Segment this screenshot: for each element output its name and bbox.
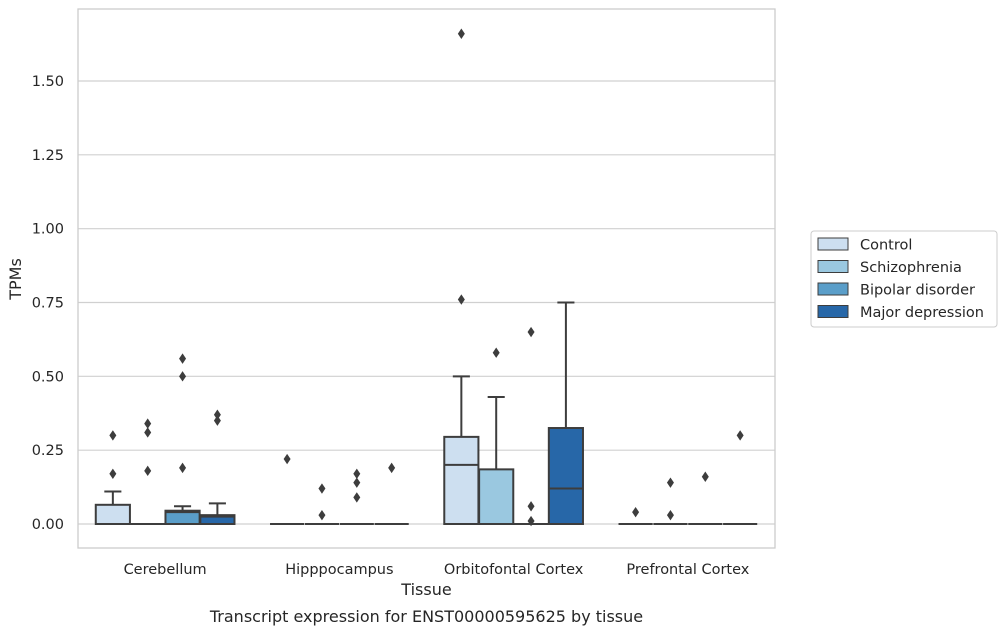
x-axis-label: Tissue <box>400 580 451 599</box>
legend-frame <box>810 230 998 328</box>
legend-swatch <box>817 260 849 273</box>
outlier-point <box>527 326 535 338</box>
y-tick-label: 1.50 <box>32 74 64 90</box>
box-control <box>94 490 131 526</box>
y-tick-label: 0.75 <box>32 296 64 312</box>
outlier-point <box>388 462 396 474</box>
box-major-depression <box>199 502 236 526</box>
x-tick-labels: Cerebellum Hipppocampus Orbitofontal Corte… <box>124 562 750 578</box>
outlier-point <box>527 501 535 512</box>
outlier-point <box>179 353 187 364</box>
x-tick-label: Cerebellum <box>124 562 207 578</box>
outlier-point <box>144 418 152 429</box>
outlier-point <box>109 430 117 441</box>
box-bipolar-disorder <box>164 505 201 525</box>
box-iqr <box>443 435 480 526</box>
outlier-point <box>318 509 326 521</box>
plot-frame <box>77 8 776 549</box>
outlier-point <box>179 462 187 474</box>
outlier-point <box>701 471 709 482</box>
x-tick-label: Prefrontal Cortex <box>626 562 749 578</box>
outlier-point <box>353 492 361 503</box>
y-tick-labels: 0.00 0.25 0.50 0.75 1.00 1.25 1.50 <box>32 74 64 533</box>
outlier-point <box>736 430 744 441</box>
legend-swatch <box>817 282 849 296</box>
legend-swatch <box>817 305 849 318</box>
box-iqr <box>478 468 515 526</box>
x-tick-label: Orbitofontal Cortex <box>444 562 584 578</box>
y-tick-label: 0.00 <box>32 517 64 533</box>
y-axis-label: TPMs <box>6 258 25 301</box>
box-iqr <box>199 514 236 526</box>
box-major-depression <box>547 301 584 525</box>
legend-label: Schizophrenia <box>860 260 962 276</box>
box-iqr <box>547 427 584 525</box>
outlier-point <box>213 409 221 420</box>
outlier-point <box>213 415 221 426</box>
legend-swatch <box>817 237 849 251</box>
x-tick-label: Hipppocampus <box>285 562 393 578</box>
y-tick-label: 1.00 <box>32 222 64 238</box>
legend-label: Control <box>860 238 912 254</box>
y-tick-label: 0.25 <box>32 443 64 459</box>
y-tick-label: 1.25 <box>32 148 64 164</box>
y-tick-label: 0.50 <box>32 369 64 385</box>
outlier-point <box>109 468 117 479</box>
legend-label: Bipolar disorder <box>860 283 975 299</box>
outlier-point <box>353 468 361 479</box>
outlier-point <box>492 347 500 358</box>
chart-caption: Transcript expression for ENST0000059562… <box>209 607 643 626</box>
boxes <box>94 301 758 526</box>
outlier-point <box>457 294 465 305</box>
outlier-point <box>666 477 674 488</box>
outlier-point <box>632 506 640 518</box>
box-schizophrenia <box>478 396 515 526</box>
outlier-markers <box>109 28 744 527</box>
box-control <box>443 375 480 526</box>
outlier-point <box>666 509 674 521</box>
outlier-point <box>457 28 465 39</box>
outlier-point <box>527 515 535 527</box>
legend: Control Schizophrenia Bipolar disorder Majo… <box>810 230 998 328</box>
outlier-point <box>283 453 291 465</box>
outlier-point <box>353 477 361 488</box>
gridlines <box>78 80 775 525</box>
box-iqr <box>94 503 131 526</box>
legend-label: Major depression <box>860 305 984 321</box>
outlier-point <box>318 483 326 494</box>
legend-items: Control Schizophrenia Bipolar disorder Majo… <box>817 237 984 321</box>
outlier-point <box>144 465 152 477</box>
outlier-point <box>144 427 152 438</box>
outlier-point <box>179 371 187 382</box>
